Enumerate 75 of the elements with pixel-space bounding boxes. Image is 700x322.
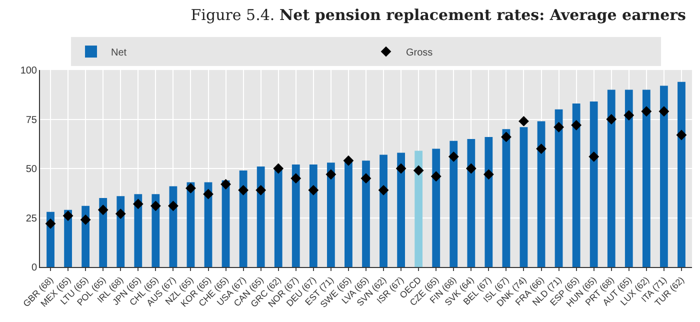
point	[326, 169, 336, 180]
chart-title: Figure 5.4. Net pension replacement rates: Average earners	[190, 6, 686, 24]
point	[238, 184, 249, 196]
y-tick-label: 75	[26, 114, 38, 126]
point	[466, 163, 476, 174]
point	[290, 173, 302, 184]
y-tick-label: 25	[26, 213, 38, 224]
point	[430, 171, 442, 182]
point	[203, 188, 214, 200]
point	[606, 114, 617, 124]
bar	[309, 164, 318, 267]
point	[588, 151, 600, 162]
bar	[327, 162, 335, 267]
point	[186, 183, 196, 194]
bar	[152, 194, 160, 267]
legend-label: Net	[111, 47, 127, 58]
point	[168, 200, 178, 212]
point	[483, 169, 494, 180]
point	[658, 106, 670, 117]
bar	[520, 127, 528, 267]
bar	[397, 152, 405, 267]
point	[256, 184, 266, 196]
point	[45, 218, 56, 229]
point	[396, 163, 406, 174]
point	[308, 184, 319, 196]
point	[220, 179, 231, 190]
bar	[344, 160, 352, 267]
point	[132, 198, 144, 210]
bar	[484, 136, 493, 267]
bar	[624, 90, 633, 267]
point	[624, 110, 634, 121]
point	[98, 204, 108, 216]
bar	[450, 140, 458, 267]
point	[413, 165, 424, 176]
bar	[572, 103, 580, 267]
bar	[362, 160, 370, 267]
bar	[502, 129, 510, 267]
point	[80, 214, 91, 225]
bar	[414, 150, 423, 267]
point	[641, 106, 652, 117]
bar	[432, 148, 440, 267]
bar	[678, 82, 686, 267]
bar	[256, 166, 265, 267]
point	[536, 144, 546, 154]
bar	[660, 86, 668, 267]
bar	[554, 109, 563, 267]
bar	[467, 138, 476, 267]
bar	[537, 121, 546, 267]
point	[62, 210, 74, 221]
bar	[116, 196, 125, 267]
point	[571, 120, 582, 130]
point	[343, 155, 354, 166]
point	[501, 132, 512, 142]
bar	[99, 198, 108, 267]
point	[378, 184, 389, 196]
point	[676, 130, 687, 140]
y-tick-label: 100	[20, 66, 38, 76]
bar	[134, 194, 142, 267]
y-tick-label: 0	[31, 262, 38, 274]
point	[448, 151, 459, 162]
point	[518, 116, 529, 126]
point	[115, 208, 126, 220]
point	[273, 163, 284, 174]
bar	[239, 170, 248, 267]
y-tick-label: 50	[26, 164, 38, 175]
bar	[380, 154, 388, 267]
legend-label: Gross	[406, 47, 433, 58]
bar	[590, 102, 598, 267]
bar	[642, 90, 650, 267]
point	[150, 200, 161, 212]
point	[360, 173, 372, 184]
point	[554, 122, 564, 132]
bar	[274, 168, 282, 267]
bar	[292, 164, 300, 267]
bar	[607, 90, 616, 267]
